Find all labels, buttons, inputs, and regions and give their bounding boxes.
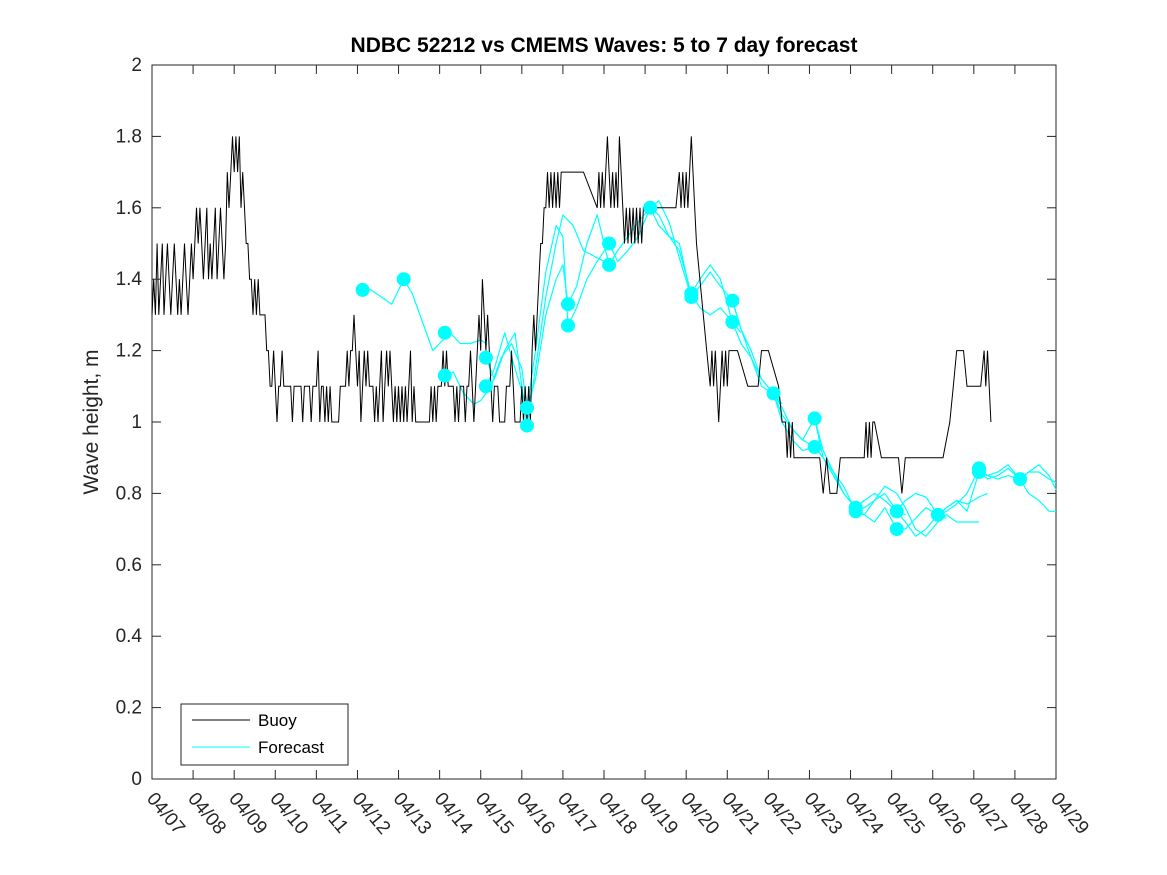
legend-box [180, 703, 349, 766]
chart-title: NDBC 52212 vs CMEMS Waves: 5 to 7 day fo… [351, 34, 858, 57]
forecast-marker [807, 411, 822, 426]
forecast-marker [889, 522, 904, 537]
forecast-marker [807, 440, 822, 454]
y-tick-label: 0.2 [116, 698, 142, 719]
forecast-marker [930, 507, 945, 522]
forecast-marker [725, 293, 740, 308]
legend-label-forecast: Forecast [258, 738, 324, 757]
plot-area: 00.20.40.60.811.21.41.61.82 04/0704/0804… [116, 55, 1093, 839]
y-tick-label: 1 [131, 412, 142, 433]
y-tick-label: 0.6 [116, 555, 142, 576]
forecast-marker [437, 325, 452, 340]
y-axis-title: Wave height, m [80, 349, 103, 494]
forecast-line [814, 418, 947, 530]
y-tick-label: 2 [131, 55, 142, 76]
forecast-marker [684, 290, 699, 304]
y-axis: 0 0.2 0.4 0.6 0.8 1 1.2 1.4 1.6 1.8 2 [116, 55, 1056, 790]
axes-box [151, 64, 1057, 780]
y-tick-label: 1.4 [116, 269, 143, 290]
forecast-marker [602, 257, 617, 272]
forecast-line [937, 464, 1057, 516]
forecast-marker [1013, 472, 1027, 487]
forecast-line [485, 214, 610, 427]
legend-label-buoy: Buoy [258, 711, 297, 730]
forecast-line [444, 264, 569, 409]
forecast-marker [478, 379, 493, 394]
forecast-marker [889, 504, 904, 519]
forecast-line [485, 225, 610, 409]
forecast-marker [561, 297, 575, 312]
forecast-marker [520, 418, 534, 433]
legend: Buoy Forecast [180, 703, 349, 766]
y-tick-label: 1.6 [116, 198, 142, 219]
forecast-marker [355, 282, 370, 297]
forecast-marker [396, 272, 411, 287]
forecast-marker [848, 504, 863, 519]
forecast-marker [766, 386, 781, 401]
y-tick-label: 1.2 [116, 341, 142, 362]
forecast-marker [643, 200, 658, 215]
forecast-marker [602, 236, 617, 251]
y-tick-label: 0 [131, 769, 142, 790]
forecast-line [608, 207, 742, 334]
y-tick-label: 0.8 [116, 483, 142, 504]
series-layer [151, 136, 1057, 537]
y-tick-label: 0.4 [116, 626, 143, 647]
buoy-line [151, 136, 992, 494]
forecast-marker [972, 465, 986, 479]
forecast-marker [725, 315, 740, 329]
forecast-marker [561, 318, 575, 333]
forecast-line [855, 485, 979, 537]
forecast-marker [437, 368, 452, 383]
forecast-line [362, 278, 487, 352]
y-tick-label: 1.8 [116, 126, 142, 147]
forecast-marker [478, 350, 493, 365]
forecast-marker [520, 400, 534, 415]
